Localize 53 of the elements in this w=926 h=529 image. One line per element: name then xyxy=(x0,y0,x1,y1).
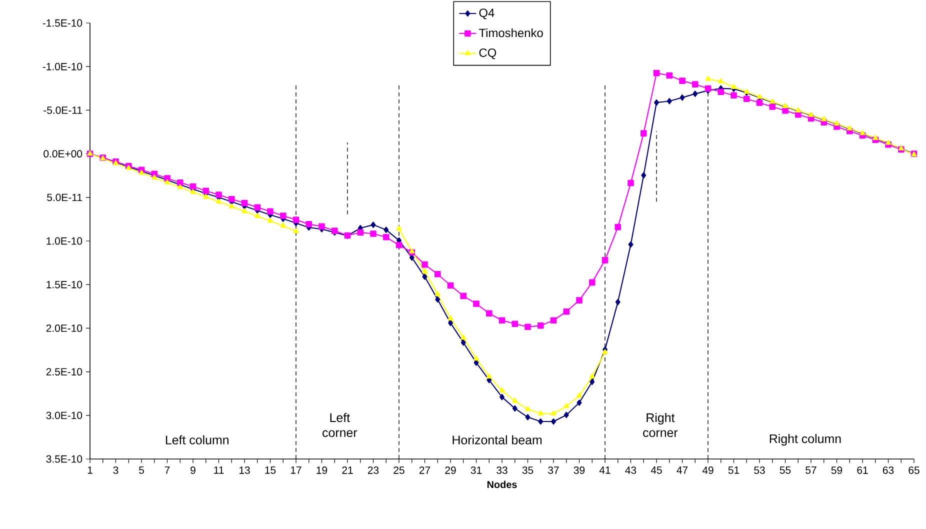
x-tick-label: 41 xyxy=(599,466,610,474)
x-tick-label: 25 xyxy=(394,466,404,474)
annotation: Left column xyxy=(166,435,228,444)
y-tick-label: -5.0E-11 xyxy=(44,106,82,114)
y-tick-label: -1.5E-10 xyxy=(42,19,82,27)
x-tick-label: 15 xyxy=(265,466,276,474)
x-tick-label: 49 xyxy=(702,466,714,474)
y-tick-label: 5.0E-11 xyxy=(47,194,82,202)
y-tick-label: 2.0E-10 xyxy=(46,324,82,332)
legend-label: CQ xyxy=(479,48,496,60)
x-tick-label: 29 xyxy=(445,466,456,474)
x-tick-label: 31 xyxy=(470,466,482,474)
x-tick-label: 63 xyxy=(882,466,894,474)
x-tick-label: 59 xyxy=(831,466,842,474)
x-tick-label: 43 xyxy=(625,466,636,474)
x-tick-label: 51 xyxy=(728,466,740,474)
annotation: Left corner xyxy=(322,412,358,438)
y-tick-label: 1.5E-10 xyxy=(46,280,82,288)
y-tick-label: 3.5E-10 xyxy=(46,455,82,463)
x-tick-label: 53 xyxy=(754,466,765,474)
x-tick-label: 61 xyxy=(857,466,868,474)
x-tick-label: 13 xyxy=(239,466,250,474)
x-tick-label: 39 xyxy=(574,466,585,474)
x-tick-label: 17 xyxy=(290,466,302,474)
annotation: Horizontal beam xyxy=(452,435,542,444)
y-tick-label: 2.5E-10 xyxy=(46,368,82,376)
x-tick-label: 45 xyxy=(650,466,662,474)
x-tick-label: 19 xyxy=(316,466,328,474)
x-tick-label: 47 xyxy=(676,466,688,474)
x-tick-label: 7 xyxy=(164,466,170,474)
x-tick-label: 1 xyxy=(88,466,92,474)
x-tick-label: 55 xyxy=(780,466,791,474)
x-tick-label: 3 xyxy=(113,466,118,474)
x-tick-label: 65 xyxy=(908,466,920,474)
y-tick-label: 3.0E-10 xyxy=(46,412,82,420)
x-tick-label: 57 xyxy=(806,466,816,474)
annotation: Right column xyxy=(770,434,841,446)
x-tick-label: 23 xyxy=(368,466,379,474)
x-tick-label: 27 xyxy=(419,466,430,474)
y-tick-label: 0.0E+00 xyxy=(44,150,82,158)
y-tick-label: 1.0E-10 xyxy=(46,237,82,245)
x-tick-label: 11 xyxy=(214,466,224,474)
annotation: Right corner xyxy=(643,412,678,438)
legend-label: Timoshenko xyxy=(478,28,543,38)
legend-label: Q4 xyxy=(479,8,494,20)
x-tick-label: 35 xyxy=(522,466,534,474)
y-tick-label: -1.0E-10 xyxy=(42,62,82,70)
x-tick-label: 5 xyxy=(139,466,144,474)
x-tick-label: 9 xyxy=(190,466,196,474)
x-tick-label: 37 xyxy=(548,466,559,474)
x-tick-label: 33 xyxy=(496,466,508,474)
x-axis-title: Nodes xyxy=(487,480,517,488)
x-tick-label: 21 xyxy=(342,466,353,474)
